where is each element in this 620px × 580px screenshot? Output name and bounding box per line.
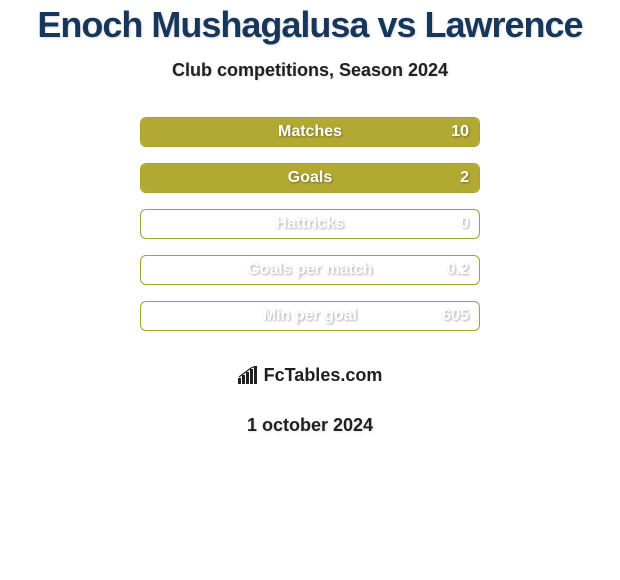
stat-bar: Goals per match 0.2 bbox=[140, 255, 480, 285]
stat-value: 2 bbox=[460, 169, 469, 187]
left-ellipse-slot bbox=[10, 303, 122, 329]
right-ellipse bbox=[504, 165, 604, 191]
right-ellipse-slot bbox=[498, 119, 610, 145]
subtitle: Club competitions, Season 2024 bbox=[0, 60, 620, 81]
left-ellipse bbox=[18, 165, 114, 191]
stat-bar: Min per goal 605 bbox=[140, 301, 480, 331]
comparison-infographic: Enoch Mushagalusa vs Lawrence Club compe… bbox=[0, 0, 620, 580]
stat-value: 0 bbox=[460, 215, 469, 233]
date-text: 1 october 2024 bbox=[0, 415, 620, 436]
left-ellipse-slot bbox=[10, 211, 122, 237]
stat-bar: Matches 10 bbox=[140, 117, 480, 147]
bar-chart-icon bbox=[238, 366, 260, 384]
right-ellipse bbox=[512, 119, 596, 145]
page-title: Enoch Mushagalusa vs Lawrence bbox=[0, 0, 620, 46]
stat-label: Matches bbox=[278, 123, 342, 141]
stat-row: Goals 2 bbox=[0, 155, 620, 201]
brand-box: FcTables.com bbox=[203, 353, 417, 397]
stat-label: Goals bbox=[288, 169, 332, 187]
brand-text: FcTables.com bbox=[264, 365, 383, 386]
stat-value: 10 bbox=[451, 123, 469, 141]
left-ellipse-slot bbox=[10, 257, 122, 283]
right-ellipse-slot bbox=[498, 257, 610, 283]
right-ellipse-slot bbox=[498, 165, 610, 191]
left-ellipse-slot bbox=[10, 119, 122, 145]
stat-value: 0.2 bbox=[447, 261, 469, 279]
stat-bar: Hattricks 0 bbox=[140, 209, 480, 239]
left-ellipse-slot bbox=[10, 165, 122, 191]
stat-row: Min per goal 605 bbox=[0, 293, 620, 339]
stat-row: Matches 10 bbox=[0, 109, 620, 155]
right-ellipse-slot bbox=[498, 303, 610, 329]
stat-label: Goals per match bbox=[247, 261, 372, 279]
stat-bar: Goals 2 bbox=[140, 163, 480, 193]
stat-label: Min per goal bbox=[263, 307, 357, 325]
left-ellipse bbox=[12, 119, 120, 145]
stat-row: Hattricks 0 bbox=[0, 201, 620, 247]
stats-area: Matches 10 Goals 2 Hattricks 0 Goals per match… bbox=[0, 109, 620, 339]
stat-value: 605 bbox=[442, 307, 469, 325]
right-ellipse-slot bbox=[498, 211, 610, 237]
stat-row: Goals per match 0.2 bbox=[0, 247, 620, 293]
stat-label: Hattricks bbox=[276, 215, 344, 233]
